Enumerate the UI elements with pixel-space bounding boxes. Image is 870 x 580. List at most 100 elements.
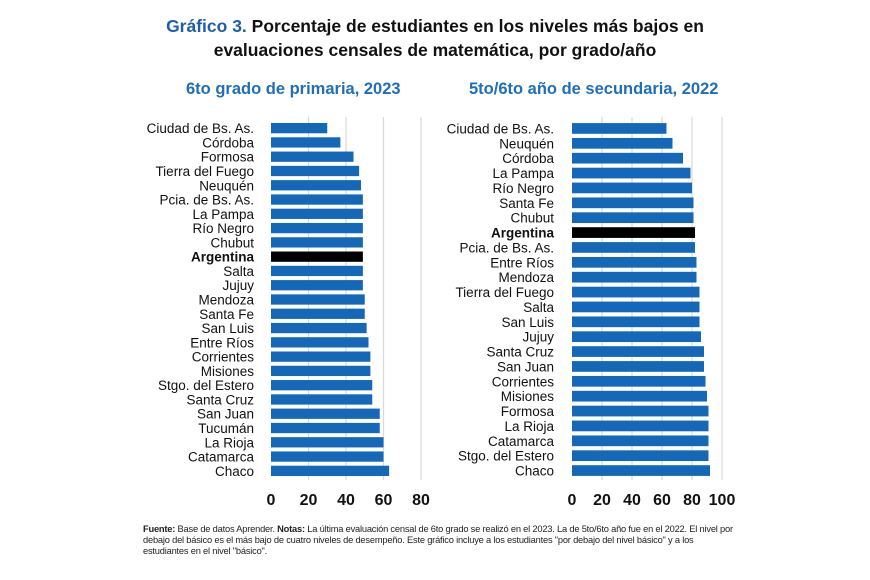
left-category-label-22: La Rioja (204, 435, 254, 450)
left-category-label-1: Córdoba (202, 135, 254, 150)
chart-title-lead: Gráfico 3. (166, 16, 247, 36)
right-bar-15 (572, 346, 704, 357)
right-bar-22 (572, 450, 709, 462)
right-bar-1 (572, 137, 673, 149)
chart-title-line1: Porcentaje de estudiantes en los niveles… (246, 16, 704, 36)
right-category-label-16: San Juan (497, 359, 554, 374)
left-bar-1 (271, 137, 341, 148)
left-tick-label-1: 20 (300, 492, 318, 509)
left-category-label-13: Santa Fe (199, 307, 254, 322)
right-tick-label-2: 40 (623, 492, 641, 509)
right-category-label-19: Formosa (501, 404, 555, 419)
right-category-label-5: Santa Fe (499, 196, 554, 211)
left-bar-5 (271, 194, 363, 205)
right-category-label-20: La Rioja (504, 419, 554, 434)
left-category-label-4: Neuquén (199, 178, 254, 193)
right-category-label-12: Salta (523, 300, 554, 315)
right-bar-6 (572, 212, 694, 224)
left-tick-label-4: 80 (412, 492, 430, 509)
right-bar-21 (572, 435, 709, 447)
chart-title: Gráfico 3. Porcentaje de estudiantes en … (0, 14, 870, 62)
left-category-label-8: Chubut (210, 235, 254, 250)
right-category-label-9: Entre Ríos (490, 255, 554, 270)
left-category-label-11: Jujuy (222, 278, 254, 293)
right-bar-2 (572, 152, 683, 164)
chart-notes: Fuente: Base de datos Aprender. Notas: L… (143, 524, 733, 557)
source-label: Fuente: (143, 524, 176, 534)
left-bar-11 (271, 280, 363, 291)
left-bar-14 (271, 322, 367, 334)
left-category-label-3: Tierra del Fuego (155, 164, 254, 179)
right-bar-14 (572, 331, 701, 343)
left-category-label-18: Stgo. del Estero (158, 378, 254, 393)
right-bar-7 (572, 227, 695, 238)
right-bar-11 (572, 286, 700, 298)
right-bar-10 (572, 271, 697, 283)
right-bar-16 (572, 361, 704, 372)
right-category-label-6: Chubut (510, 211, 554, 226)
right-bar-19 (572, 405, 709, 417)
left-bar-4 (271, 180, 361, 191)
right-bar-12 (572, 301, 700, 313)
left-category-label-15: Entre Ríos (190, 335, 254, 350)
left-bar-20 (271, 408, 380, 419)
right-category-label-21: Catamarca (488, 434, 555, 449)
right-bar-17 (572, 375, 706, 387)
chart-title-line2: evaluaciones censales de matemática, por… (213, 40, 657, 60)
left-category-label-12: Mendoza (198, 293, 254, 308)
left-bar-16 (271, 351, 371, 362)
left-bar-22 (271, 437, 384, 448)
right-bar-13 (572, 316, 700, 328)
right-bar-8 (572, 242, 695, 253)
right-category-label-4: Río Negro (492, 181, 554, 196)
right-category-label-8: Pcia. de Bs. As. (459, 240, 554, 255)
right-tick-label-1: 20 (593, 492, 611, 509)
right-category-label-10: Mendoza (498, 270, 554, 285)
left-category-label-21: Tucumán (198, 421, 254, 436)
left-bar-17 (271, 365, 371, 377)
left-category-label-24: Chaco (215, 464, 254, 479)
left-tick-label-3: 60 (375, 492, 393, 509)
right-bar-18 (572, 390, 707, 402)
left-category-label-19: Santa Cruz (186, 392, 254, 407)
left-category-label-7: Río Negro (192, 221, 254, 236)
left-tick-label-2: 40 (337, 492, 355, 509)
right-tick-label-0: 0 (568, 492, 577, 509)
right-tick-label-5: 100 (709, 492, 736, 509)
right-bar-9 (572, 256, 697, 268)
left-bar-2 (271, 151, 354, 162)
left-category-label-0: Ciudad de Bs. As. (147, 121, 254, 136)
left-bar-6 (271, 208, 363, 219)
left-bar-19 (271, 394, 373, 405)
notes-label: Notas: (277, 524, 305, 534)
right-category-label-1: Neuquén (499, 136, 554, 151)
right-category-label-7: Argentina (491, 226, 554, 241)
right-chart-subtitle: 5to/6to año de secundaria, 2022 (469, 80, 719, 98)
left-category-label-23: Catamarca (188, 450, 255, 465)
right-bar-4 (572, 182, 692, 194)
right-category-label-14: Jujuy (522, 330, 554, 345)
right-category-label-15: Santa Cruz (486, 345, 554, 360)
left-category-label-6: La Pampa (192, 207, 254, 222)
right-category-label-22: Stgo. del Estero (458, 449, 554, 464)
right-bar-23 (572, 465, 710, 476)
left-bar-10 (271, 265, 363, 277)
right-category-label-13: San Luis (501, 315, 554, 330)
right-category-label-17: Corrientes (492, 374, 555, 389)
right-category-label-2: Córdoba (502, 151, 554, 166)
left-bar-9 (271, 251, 363, 262)
left-bar-8 (271, 237, 363, 248)
right-category-label-11: Tierra del Fuego (455, 285, 554, 300)
left-bar-18 (271, 380, 373, 391)
left-bar-3 (271, 165, 360, 177)
right-category-label-23: Chaco (515, 464, 554, 479)
right-category-label-3: La Pampa (492, 166, 554, 181)
left-category-label-17: Misiones (201, 364, 255, 379)
left-bar-12 (271, 294, 365, 305)
left-bar-15 (271, 337, 369, 348)
left-category-label-2: Formosa (201, 150, 255, 165)
left-bar-21 (271, 422, 380, 434)
left-bar-24 (271, 465, 390, 477)
left-bar-13 (271, 308, 365, 319)
